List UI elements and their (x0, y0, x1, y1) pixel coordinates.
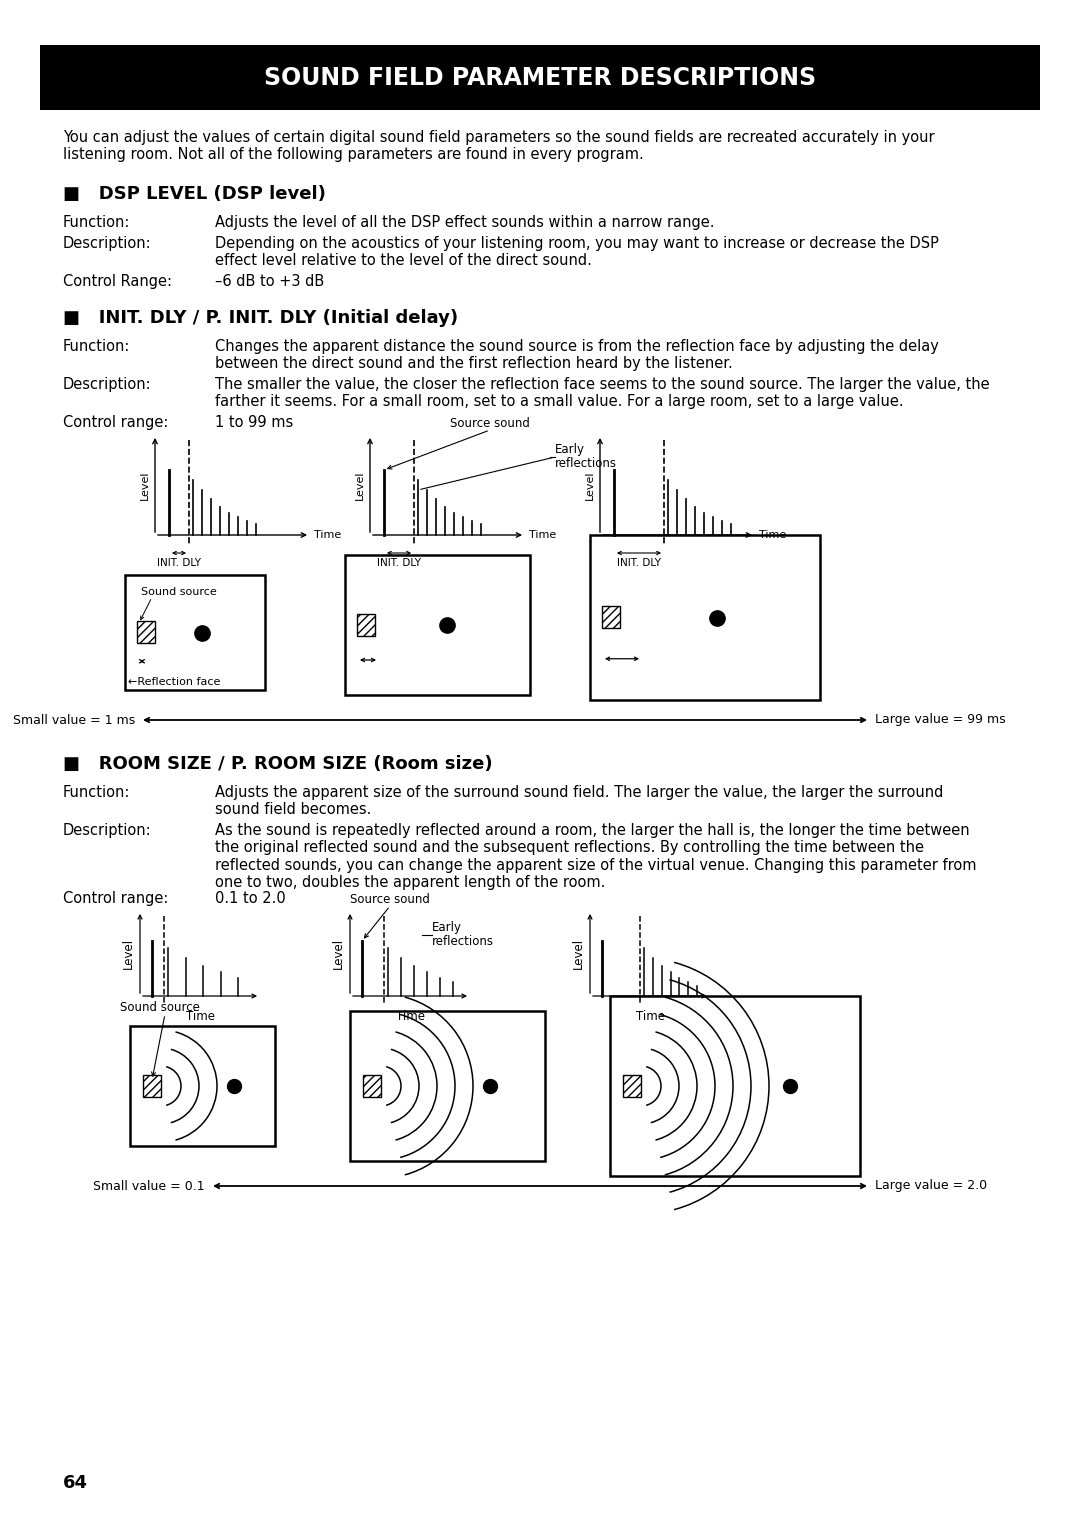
Text: Large value = 99 ms: Large value = 99 ms (875, 714, 1005, 726)
Text: Time: Time (529, 530, 556, 540)
Bar (143, 1074, 161, 1097)
Text: Level: Level (332, 937, 345, 969)
Text: reflections: reflections (432, 935, 494, 948)
Text: Large value = 2.0: Large value = 2.0 (875, 1180, 987, 1192)
Bar (590, 536, 820, 700)
Text: Function:: Function: (63, 339, 131, 354)
Text: Level: Level (140, 470, 150, 499)
Text: Time: Time (395, 1010, 424, 1022)
Text: Time: Time (635, 1010, 664, 1022)
Bar (40, 44, 1040, 110)
Text: Description:: Description: (63, 237, 151, 250)
Text: Small value = 1 ms: Small value = 1 ms (13, 714, 135, 726)
Text: Sound source: Sound source (141, 588, 217, 597)
Text: ■   DSP LEVEL (DSP level): ■ DSP LEVEL (DSP level) (63, 185, 326, 203)
Bar (130, 1025, 275, 1146)
Text: Control range:: Control range: (63, 415, 168, 430)
Text: Changes the apparent distance the sound source is from the reflection face by ad: Changes the apparent distance the sound … (215, 339, 939, 371)
Text: INIT. DLY: INIT. DLY (157, 559, 201, 568)
Text: Small value = 0.1: Small value = 0.1 (93, 1180, 205, 1192)
Text: Description:: Description: (63, 377, 151, 392)
Text: Source sound: Source sound (350, 893, 430, 906)
Text: SOUND FIELD PARAMETER DESCRIPTIONS: SOUND FIELD PARAMETER DESCRIPTIONS (264, 66, 816, 90)
Text: Early: Early (432, 922, 462, 934)
Text: Control Range:: Control Range: (63, 275, 172, 288)
Text: Adjusts the level of all the DSP effect sounds within a narrow range.: Adjusts the level of all the DSP effect … (215, 215, 715, 230)
Text: reflections: reflections (555, 456, 617, 470)
Text: –6 dB to +3 dB: –6 dB to +3 dB (215, 275, 324, 288)
Text: Early: Early (555, 443, 585, 456)
Text: 64: 64 (63, 1474, 87, 1492)
Text: ■   INIT. DLY / P. INIT. DLY (Initial delay): ■ INIT. DLY / P. INIT. DLY (Initial dela… (63, 308, 458, 327)
Text: As the sound is repeatedly reflected around a room, the larger the hall is, the : As the sound is repeatedly reflected aro… (215, 823, 976, 890)
Bar (610, 996, 860, 1177)
Text: INIT. DLY: INIT. DLY (617, 559, 661, 568)
Text: 0.1 to 2.0: 0.1 to 2.0 (215, 891, 286, 906)
Text: Function:: Function: (63, 215, 131, 230)
Text: Time: Time (759, 530, 786, 540)
Text: Level: Level (572, 937, 585, 969)
Text: Description:: Description: (63, 823, 151, 838)
Bar (137, 621, 156, 642)
Text: Function:: Function: (63, 784, 131, 800)
Bar (357, 613, 375, 636)
Bar (602, 606, 620, 629)
Bar (345, 555, 530, 694)
Text: 1 to 99 ms: 1 to 99 ms (215, 415, 294, 430)
Bar (350, 1012, 545, 1161)
Text: Control range:: Control range: (63, 891, 168, 906)
Bar (623, 1074, 642, 1097)
Text: ■   ROOM SIZE / P. ROOM SIZE (Room size): ■ ROOM SIZE / P. ROOM SIZE (Room size) (63, 755, 492, 774)
Text: Level: Level (122, 937, 135, 969)
Text: Adjusts the apparent size of the surround sound field. The larger the value, the: Adjusts the apparent size of the surroun… (215, 784, 943, 818)
Text: ←Reflection face: ←Reflection face (129, 678, 220, 687)
Text: You can adjust the values of certain digital sound field parameters so the sound: You can adjust the values of certain dig… (63, 130, 934, 162)
Text: The smaller the value, the closer the reflection face seems to the sound source.: The smaller the value, the closer the re… (215, 377, 989, 409)
Text: INIT. DLY: INIT. DLY (377, 559, 421, 568)
Text: Depending on the acoustics of your listening room, you may want to increase or d: Depending on the acoustics of your liste… (215, 237, 939, 269)
Text: Level: Level (355, 470, 365, 499)
Text: Time: Time (314, 530, 341, 540)
Text: Level: Level (585, 470, 595, 499)
Text: Source sound: Source sound (450, 417, 530, 430)
Bar (125, 575, 265, 690)
Text: Sound source: Sound source (120, 1001, 200, 1013)
Bar (363, 1074, 381, 1097)
Text: Time: Time (186, 1010, 215, 1022)
